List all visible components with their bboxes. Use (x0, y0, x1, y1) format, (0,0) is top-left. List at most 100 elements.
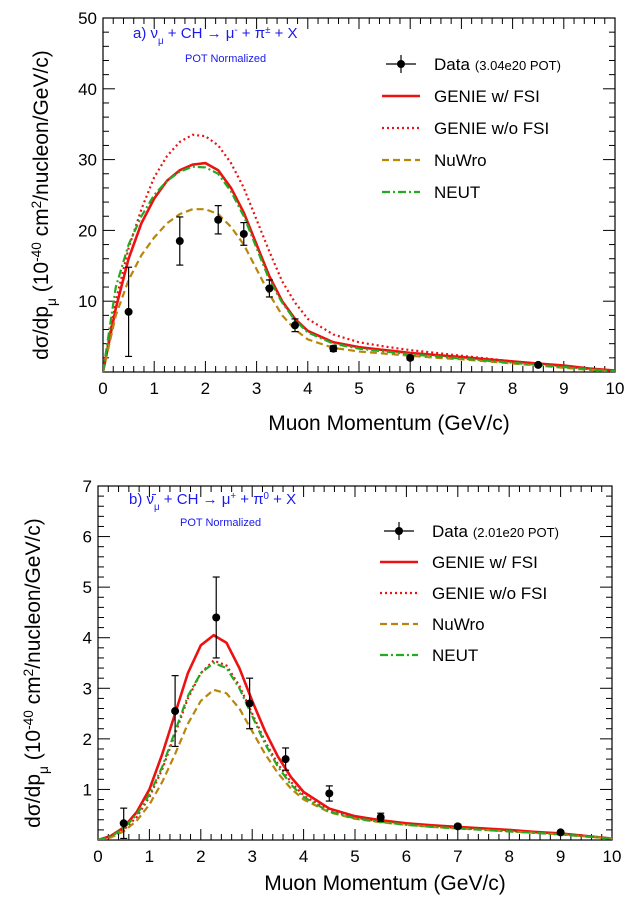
panel-label: a) (133, 25, 146, 42)
legend-label: NEUT (432, 646, 478, 665)
y-tick-label: 7 (83, 477, 92, 496)
text-segment: dσ/dp (22, 774, 45, 828)
y-axis-label: dσ/dpμ (10-40 cm2/nucleon/GeV/c) (21, 518, 51, 828)
text-segment: -40 (29, 242, 44, 262)
chart-title: b) ν̄μ + CH → μ+ + π0 + X (129, 491, 296, 513)
x-tick-label: 2 (196, 847, 205, 866)
legend-label: GENIE w/ FSI (434, 87, 540, 106)
series-line-nuwro (98, 688, 612, 840)
legend-label-text: Data (432, 522, 468, 541)
data-point (281, 755, 290, 764)
chart-panel-a: 0 1 2 3 4 5 6 7 8 9 10 10 20 30 40 50 Muon Momentum (GeV… (0, 0, 639, 440)
data-point (239, 229, 248, 238)
text-segment: ± (265, 25, 271, 36)
chart-subtitle: POT Normalized (180, 517, 261, 529)
text-segment: ν (151, 25, 159, 42)
text-segment: /nucleon/GeV/c) (22, 518, 45, 669)
legend-label-text: GENIE w/ FSI (434, 87, 540, 106)
text-segment: 2 (29, 201, 44, 209)
text-segment: + X (269, 491, 296, 508)
x-tick-label: 2 (201, 379, 210, 398)
text-segment: /nucleon/GeV/c) (30, 50, 53, 201)
x-tick-label: 9 (556, 847, 565, 866)
y-tick-label: 50 (78, 9, 97, 28)
x-tick-label: 5 (350, 847, 359, 866)
x-axis-label: Muon Momentum (GeV/c) (264, 872, 506, 895)
data-point (453, 822, 462, 831)
data-point (265, 284, 274, 293)
series-line-genie_fsi (98, 633, 612, 840)
y-tick-label: 5 (83, 578, 92, 597)
data-point (119, 819, 128, 828)
series-line-genie_nofsi (98, 659, 612, 840)
text-segment: -40 (21, 710, 36, 730)
y-tick-label: 30 (78, 151, 97, 170)
chart-title: a) νμ + CH → μ- + π± + X (133, 25, 298, 47)
data-point (325, 789, 334, 798)
legend-label-text: GENIE w/o FSI (432, 584, 547, 603)
x-tick-label: 6 (405, 379, 414, 398)
text-segment: 0 (264, 491, 270, 502)
data-point (171, 707, 180, 716)
x-axis-label: Muon Momentum (GeV/c) (268, 412, 510, 435)
x-tick-label: 1 (149, 379, 158, 398)
text-segment: (10 (22, 730, 45, 766)
x-tick-label: 7 (457, 379, 466, 398)
text-segment: ν̄ (147, 491, 157, 508)
x-tick-label: 3 (247, 847, 256, 866)
x-tick-label: 9 (559, 379, 568, 398)
series-group (103, 133, 615, 372)
data-point (556, 828, 565, 837)
legend-label-text: NuWro (434, 151, 487, 170)
legend-label-text: NEUT (434, 183, 480, 202)
chart-svg: 0 1 2 3 4 5 6 7 8 9 10 1 2 3 4 5 6 7 Muon Momentum (GeV/c)… (21, 477, 622, 895)
text-segment: + CH → μ (160, 491, 231, 508)
data-point (329, 344, 338, 353)
series-line-neut (103, 165, 615, 372)
legend-note: (2.01e20 POT) (473, 525, 559, 540)
legend-label-text: NEUT (432, 646, 478, 665)
text-segment: μ (154, 502, 160, 513)
text-segment: μ (44, 298, 59, 306)
legend-label-text: NuWro (432, 615, 485, 634)
text-segment: + (230, 491, 236, 502)
data-point (376, 813, 385, 822)
panel-label: b) (129, 491, 142, 508)
text-segment: - (234, 25, 237, 36)
text-segment: + π (238, 25, 265, 42)
x-tick-label: 10 (606, 379, 625, 398)
text-segment: + π (236, 491, 263, 508)
x-tick-label: 4 (303, 379, 312, 398)
y-axis-label: dσ/dpμ (10-40 cm2/nucleon/GeV/c) (29, 50, 59, 360)
chart-subtitle: POT Normalized (185, 53, 266, 65)
data-point (175, 237, 184, 246)
x-tick-label: 0 (98, 379, 107, 398)
x-tick-label: 1 (145, 847, 154, 866)
x-tick-label: 3 (252, 379, 261, 398)
series-group (98, 633, 612, 840)
y-tick-label: 10 (78, 292, 97, 311)
legend-label: GENIE w/ FSI (432, 553, 538, 572)
x-tick-label: 6 (402, 847, 411, 866)
chart-svg: 0 1 2 3 4 5 6 7 8 9 10 10 20 30 40 50 Muon Momentum (GeV… (29, 9, 625, 435)
x-tick-label: 0 (93, 847, 102, 866)
y-tick-label: 4 (83, 629, 92, 648)
data-point (124, 307, 133, 316)
legend-label: NuWro (434, 151, 487, 170)
legend-label: Data (3.04e20 POT) (434, 55, 561, 74)
text-segment: dσ/dp (30, 306, 53, 360)
text-segment: 2 (21, 669, 36, 677)
text-segment: cm (30, 208, 53, 242)
text-segment: μ (36, 766, 51, 774)
text-segment: (10 (30, 262, 53, 298)
text-segment: + CH → μ (164, 25, 235, 42)
text-segment: + X (270, 25, 297, 42)
data-point (245, 699, 254, 708)
chart-panel-b: 0 1 2 3 4 5 6 7 8 9 10 1 2 3 4 5 6 7 Muon Momentum (GeV/c)… (0, 458, 639, 898)
y-tick-label: 3 (83, 679, 92, 698)
text-segment: cm (22, 676, 45, 710)
y-tick-label: 40 (78, 80, 97, 99)
legend-label: GENIE w/o FSI (432, 584, 547, 603)
series-line-neut (98, 661, 612, 840)
legend-marker-data (397, 60, 405, 68)
